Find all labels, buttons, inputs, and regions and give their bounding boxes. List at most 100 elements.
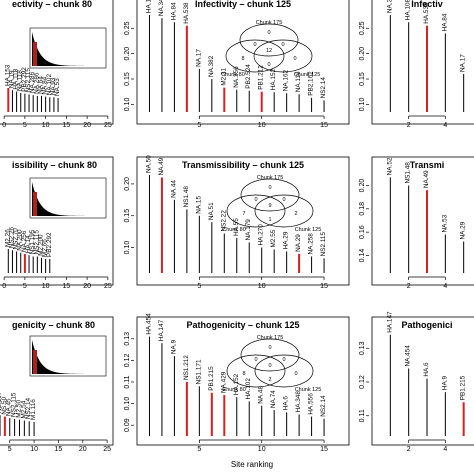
x-tick-label: 5 [23,283,27,290]
venn-count: 0 [253,42,256,48]
inset-plot [29,335,107,377]
venn-count: 0 [267,30,270,36]
x-tick-label: 20 [83,283,91,290]
panel-title: genicity – chunk 80 [12,320,95,330]
y-tick-label: 0.09 [124,418,131,432]
bar-label: HA.55 [233,218,240,236]
y-tick-label: 0.12 [359,375,366,389]
venn-count: 0 [268,363,271,369]
chart-panel: Pathogenici 0.11 0.12 0.13 2 4 HA.147 NA.454 HA.… [359,311,474,453]
x-tick-label: 25 [104,283,112,290]
y-tick-label: 0.10 [124,241,131,255]
venn-count: 1 [268,217,271,223]
y-tick-label: 0.20 [359,47,366,61]
x-tick-label: 5 [197,122,201,129]
x-tick-label: 20 [79,446,87,453]
x-tick-label: 4 [443,283,447,290]
venn-label-chunk-175: Chunk 175 [256,20,283,26]
panel-frame [0,316,114,446]
bar-label: NS2.14 [320,395,327,417]
bar-label: NS2.70 [13,228,20,250]
bar-label: NA.29 [460,221,467,239]
bar-label: NS1.48 [183,186,190,208]
chart-panel: Infectivity – chunk 125 0.10 0.15 0.20 0.25 5… [124,0,350,129]
bar-label: NA.19 [8,70,15,88]
bar-label: NA.29 [295,234,302,252]
bar-label: M2.26 [4,229,11,247]
panel-title: Infectiv [411,0,443,9]
venn-count: 2 [294,211,297,217]
bar-label: PB2.162 [308,71,315,96]
panel-frame [136,156,350,286]
x-tick-label: 4 [443,446,447,453]
panel-title: Transmissibility – chunk 125 [182,160,304,170]
venn-count: 2 [268,377,271,383]
venn-count: 9 [268,203,271,209]
venn-count: 0 [282,357,285,363]
x-tick-label: 0 [2,122,6,129]
bar-label: HA.147 [386,311,393,333]
y-tick-label: 0.13 [359,341,366,355]
inset-plot [29,27,107,69]
venn-label-chunk-80: Chunk 80 [222,387,246,393]
y-tick-label: 0.20 [124,47,131,61]
chart-panel: Infectiv 0.10 0.15 0.20 0.25 2 4 NA.340 HA.108 HA… [359,0,474,129]
x-tick-label: 10 [258,446,266,453]
inset-highlight [33,42,37,66]
bar-label: PB2.292 [21,67,28,92]
panel-frame [0,0,114,125]
x-tick-label: 2 [407,283,411,290]
x-tick-label: 5 [23,122,27,129]
chart-panel: Pathogenicity – chunk 125 0.09 0.10 0.11 0.1… [124,313,350,453]
venn-diagram: Chunk 175 Chunk 80 Chunk 125 0 0 0 12 8 0 0 [221,20,320,78]
x-tick-label: 25 [104,122,112,129]
x-tick-label: 10 [30,446,38,453]
panel-frame [371,156,474,286]
bar-label: M2.50 [15,399,22,417]
y-tick-label: 0.25 [124,21,131,35]
y-tick-label: 0.13 [124,332,131,346]
venn-count: 0 [282,197,285,203]
bar-label: NA.49 [423,170,430,188]
bar-label: NA.52 [386,157,393,175]
bar-label: HA.152 [270,68,277,90]
y-tick-label: 0.16 [359,225,366,239]
bar-label: NA.53 [441,214,448,232]
bar-label: NA.84 [42,76,49,94]
panel-title: Pathogenici [401,320,452,330]
bar-label: NS2.115 [25,68,32,93]
panel-title: ectivity – chunk 80 [12,0,92,9]
inset-highlight [33,350,37,374]
x-tick-label: 2 [407,446,411,453]
x-axis-label: Site ranking [231,460,273,469]
bar-label: PB1.215 [460,375,467,400]
venn-label-chunk-175: Chunk 175 [257,175,284,181]
y-tick-label: 0.12 [124,353,131,367]
y-tick-label: 0.18 [359,202,366,216]
bar-label: HA.102 [245,378,252,400]
venn-count: 0 [294,371,297,377]
bar-label: NA.340 [386,0,393,13]
venn-count: 0 [254,357,257,363]
y-tick-label: 0.15 [124,72,131,86]
venn-count: 0 [267,62,270,68]
bar-label: M2.31 [220,67,227,85]
bar-label: NS1.48 [405,162,412,184]
bar-label: HA.9 [441,375,448,390]
bar-label: NA.17 [195,49,202,67]
x-tick-label: 15 [62,283,70,290]
panel-title: Transmi [410,160,445,170]
venn-count: 8 [242,371,245,377]
y-tick-label: 0.15 [124,209,131,223]
bar-label: NS2.14 [320,77,327,99]
venn-circle-chunk-125 [254,194,314,228]
chart-panel: ectivity – chunk 80 0 5 10 15 20 25 HA.153NA.19… [0,0,114,129]
bar-label: HA.454 [145,313,152,335]
x-tick-label: 25 [103,446,111,453]
bar-label: NS2.115 [11,392,18,417]
x-tick-label: 4 [443,122,447,129]
bar-label: NA.45 [6,398,13,416]
panel-frame [371,316,474,446]
venn-circle-chunk-125 [253,39,313,73]
bar-label: HA.29 [283,231,290,249]
